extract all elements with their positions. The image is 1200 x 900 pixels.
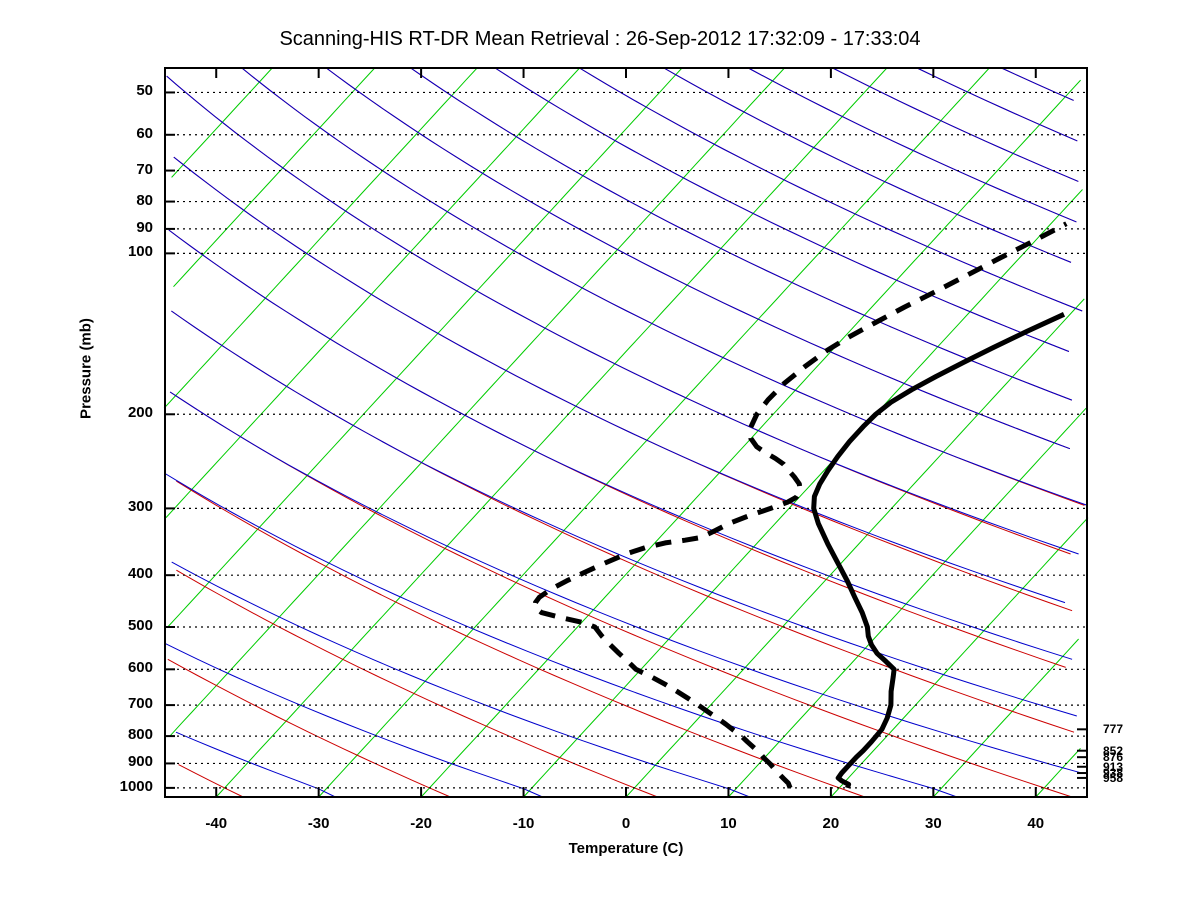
isotherm-line [728, 407, 1087, 798]
y-tick-label: 50 [136, 82, 153, 100]
y-tick-label: 800 [127, 726, 153, 744]
dewpoint-profile-line [532, 221, 1068, 789]
isotherm-line [932, 638, 1079, 798]
y-tick-label: 90 [136, 218, 153, 236]
dry-adiabat-line [663, 67, 1072, 263]
saturated-adiabat-line [326, 67, 1071, 450]
y-tick-label: 1000 [119, 777, 153, 795]
y-axis-title: Pressure (mb) [77, 318, 95, 419]
dry-adiabat-line [579, 67, 1083, 312]
isotherm-line [625, 298, 1085, 798]
isotherm-line [165, 67, 580, 518]
saturated-adiabat-line [1001, 67, 1074, 101]
x-tick-label: -20 [410, 815, 432, 832]
dry-adiabat-line [166, 75, 1071, 555]
dry-adiabat-line [241, 67, 1085, 506]
dry-adiabat-line [326, 67, 1071, 450]
saturated-adiabat-line [748, 67, 1077, 223]
saturated-adiabat-line [169, 391, 1081, 774]
dry-adiabat-line [176, 569, 658, 798]
x-tick-label: 10 [720, 815, 737, 832]
saturated-adiabat-line [579, 67, 1083, 312]
dry-adiabat-line [748, 67, 1077, 223]
isotherm-line [523, 189, 1083, 798]
saturated-adiabat-line [663, 67, 1072, 263]
right-pressure-label: 852 [1103, 743, 1124, 758]
isotherm-line [163, 67, 478, 409]
isotherm-line [173, 67, 376, 288]
right-pressure-label: 913 [1103, 759, 1124, 774]
y-tick-label: 900 [127, 753, 153, 771]
x-tick-label: -40 [205, 815, 228, 832]
dry-adiabat-line [832, 67, 1079, 182]
right-pressure-label: 958 [1103, 770, 1124, 785]
saturated-adiabat-line [171, 310, 1077, 717]
saturated-adiabat-line [166, 75, 1079, 555]
x-tick-label: 0 [621, 815, 631, 832]
isotherm-line [171, 67, 273, 178]
background-thermodynamic-lines [163, 67, 1089, 798]
plot-frame [164, 67, 1088, 798]
saturated-adiabat-line [164, 642, 543, 798]
saturated-adiabat-line [916, 67, 1078, 142]
x-tick-label: 40 [1027, 815, 1045, 832]
saturated-adiabat-line [494, 67, 1070, 352]
x-tick-label: -10 [512, 815, 535, 832]
x-axis-title: Temperature (C) [568, 840, 684, 857]
right-pressure-label: 777 [1103, 722, 1124, 737]
dry-adiabat-line [410, 67, 1073, 401]
axis-ticks [165, 68, 1087, 797]
saturated-adiabat-line [175, 731, 336, 798]
x-tick-label: 20 [822, 815, 840, 832]
saturated-adiabat-line [163, 472, 958, 798]
saturated-adiabat-line [171, 561, 750, 798]
page-title: Scanning-HIS RT-DR Mean Retrieval : 26-S… [279, 28, 921, 50]
temperature-profile-line [811, 312, 1066, 789]
isotherm-line [830, 517, 1089, 798]
dry-adiabat-line [176, 480, 865, 798]
y-tick-label: 100 [127, 243, 153, 261]
y-tick-label: 60 [136, 124, 153, 142]
saturated-adiabat-line [168, 229, 1073, 660]
isotherm-line [215, 67, 888, 798]
dry-adiabat-line [167, 658, 451, 798]
x-tick-label: -30 [307, 815, 330, 832]
dry-adiabat-line [494, 67, 1070, 352]
dry-adiabat-line [173, 156, 1073, 612]
right-pressure-label: 876 [1103, 750, 1124, 765]
y-tick-label: 600 [127, 659, 153, 677]
saturated-adiabat-line [241, 67, 1088, 506]
y-tick-label: 300 [127, 498, 153, 516]
dry-adiabat-line [178, 764, 244, 798]
isotherm-line [169, 67, 785, 737]
sounding-profiles [532, 221, 1068, 789]
y-tick-label: 200 [127, 404, 153, 422]
y-tick-label: 400 [127, 565, 153, 583]
dry-adiabat-line [916, 67, 1078, 142]
y-tick-label: 700 [127, 695, 153, 713]
saturated-adiabat-line [832, 67, 1079, 182]
saturated-adiabat-line [410, 67, 1073, 401]
isotherm-line [1035, 748, 1081, 798]
saturated-adiabat-line [173, 156, 1066, 604]
y-tick-label: 500 [127, 616, 153, 634]
isotherm-line [318, 67, 990, 798]
x-tick-label: 30 [924, 815, 942, 832]
y-tick-label: 80 [136, 191, 153, 209]
isotherm-line [167, 67, 683, 628]
y-tick-label: 70 [136, 160, 153, 178]
right-pressure-label: 938 [1103, 766, 1124, 781]
isobar-gridlines [165, 91, 1087, 789]
